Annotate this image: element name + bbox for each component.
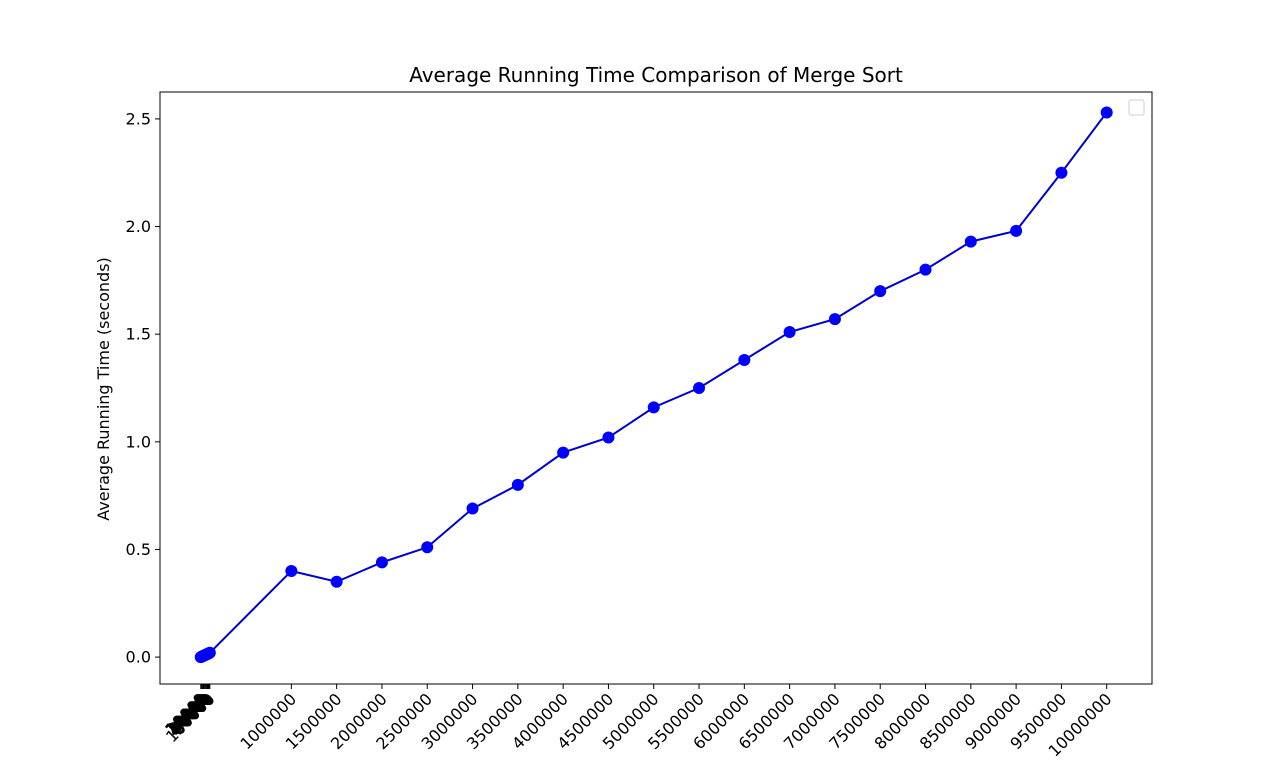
y-tick-label: 2.0 [126, 217, 151, 236]
chart-title: Average Running Time Comparison of Merge… [409, 63, 903, 87]
data-point [919, 263, 932, 276]
data-point [421, 541, 434, 554]
data-point [647, 401, 660, 414]
y-tick-label: 1.0 [126, 432, 151, 451]
data-point [964, 235, 977, 248]
data-point [557, 446, 570, 459]
y-tick-label: 0.0 [126, 648, 151, 667]
y-tick-label: 2.5 [126, 109, 151, 128]
y-tick-label: 0.5 [126, 540, 151, 559]
data-point [693, 382, 706, 394]
data-point [828, 313, 841, 326]
y-axis: 0.0 0.5 1.0 1.5 2.0 2.5 [126, 109, 160, 667]
y-axis-label: Average Running Time (seconds) [94, 257, 113, 521]
data-point [1010, 224, 1023, 237]
series-line [194, 106, 1113, 664]
legend-box [1128, 99, 1145, 116]
y-tick-label: 1.5 [126, 325, 151, 344]
data-point [1100, 106, 1113, 119]
data-point [738, 354, 751, 367]
plot-area-frame [159, 91, 1153, 685]
data-point [375, 556, 388, 569]
x-axis: 0100002000030000400005000060000700008000… [161, 684, 1116, 760]
data-point [285, 564, 298, 577]
data-point [466, 502, 479, 515]
data-point [511, 478, 524, 491]
series-line-path [200, 111, 1108, 658]
data-point [1055, 166, 1068, 179]
data-point [874, 285, 887, 298]
data-point [602, 431, 615, 444]
data-point [783, 326, 796, 339]
data-point [203, 646, 216, 659]
data-point [330, 575, 343, 588]
